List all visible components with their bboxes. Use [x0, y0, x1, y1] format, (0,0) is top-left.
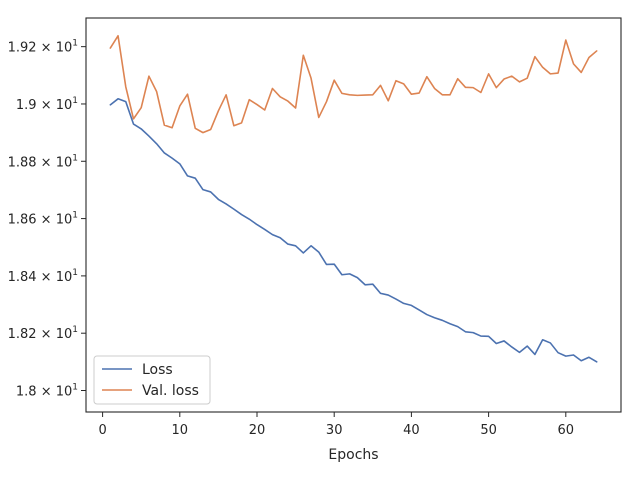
series-line-val-loss: [109, 34, 598, 134]
y-tick-label: 1.9 × 101: [16, 96, 78, 113]
x-tick-label: 60: [558, 423, 575, 438]
y-tick-label: 1.92 × 101: [8, 39, 78, 56]
x-axis-title: Epochs: [328, 447, 378, 463]
y-tick-label: 1.82 × 101: [8, 325, 78, 342]
y-tick-label: 1.84 × 101: [8, 268, 78, 285]
series-layer: [109, 34, 598, 363]
x-tick-label: 10: [172, 423, 189, 438]
x-tick-label: 30: [326, 423, 343, 438]
x-tick-label: 40: [403, 423, 420, 438]
y-tick-label: 1.88 × 101: [8, 153, 78, 170]
y-axis: 1.8 × 101 1.82 × 101 1.84 × 101 1.86 × 101 1…: [8, 39, 86, 400]
x-tick-label: 0: [98, 423, 106, 438]
plot-frame: [85, 17, 622, 413]
y-tick-label: 1.8 × 101: [16, 383, 78, 400]
legend-label-loss: Loss: [142, 362, 173, 378]
x-axis: 0 10 20 30 40 50 60: [98, 412, 574, 438]
y-tick-label: 1.86 × 101: [8, 211, 78, 228]
plot-area: [86, 18, 621, 412]
legend-label-val-loss: Val. loss: [142, 383, 199, 399]
x-tick-label: 50: [480, 423, 497, 438]
legend: Loss Val. loss: [93, 355, 211, 405]
x-tick-label: 20: [249, 423, 266, 438]
legend-box: [93, 355, 211, 405]
series-line-loss: [109, 98, 598, 363]
